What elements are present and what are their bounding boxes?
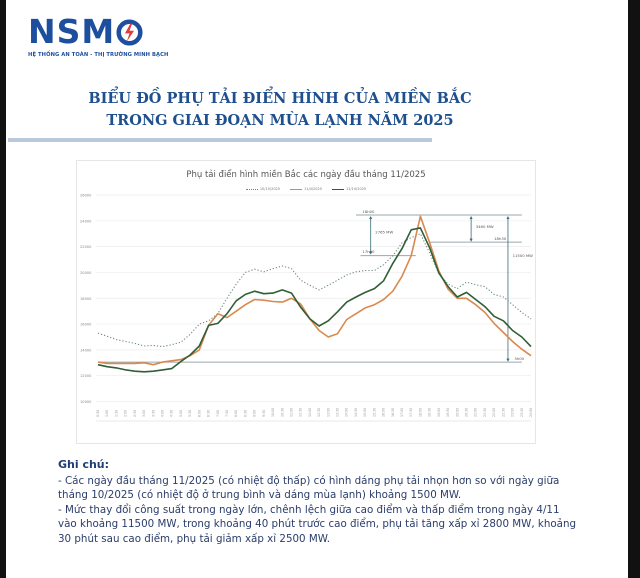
x-tick-label: 21:00 [474, 408, 478, 417]
x-tick-label: 18:30 [428, 408, 432, 417]
x-tick-label: 19:30 [446, 408, 450, 417]
y-tick-label: 10000 [80, 400, 92, 404]
series-line-0 [97, 233, 532, 348]
y-tick-label: 14000 [80, 348, 92, 352]
series-line-1 [97, 215, 532, 366]
x-tick-label: 15:30 [372, 408, 376, 417]
chart-title: Phụ tải điển hình miền Bắc các ngày đầu … [186, 170, 426, 180]
x-tick-label: 12:00 [308, 408, 312, 417]
legend-swatch [290, 188, 303, 190]
x-tick-label: 22:00 [492, 408, 496, 417]
x-tick-label: 4:30 [170, 410, 174, 417]
logo-tagline: HỆ THỐNG AN TOÀN - THỊ TRƯỜNG MINH BẠCH [28, 52, 169, 58]
title-divider [8, 138, 432, 142]
y-tick-label: 22000 [80, 245, 92, 249]
load-chart: 10000 12000 14000 16000 18000 20000 22000 24000… [80, 194, 534, 422]
nsmo-logo: NSM HỆ THỐNG AN TOÀN - THỊ TRƯỜNG MINH B… [28, 12, 169, 59]
lightning-logo-icon [116, 18, 143, 46]
x-tick-label: 24:00 [529, 408, 533, 417]
y-tick-label: 16000 [80, 323, 92, 327]
legend-item: 10/15/2025 [245, 187, 281, 191]
x-tick-label: 23:30 [520, 408, 524, 417]
x-tick-label: 15:00 [363, 408, 367, 417]
logo-text: NSM [28, 12, 116, 51]
legend-swatch [245, 188, 258, 190]
y-tick-label: 18000 [80, 297, 92, 301]
x-tick-label: 11:00 [289, 408, 293, 417]
x-tick-label: 17:30 [409, 408, 413, 417]
x-tick-label: 19:00 [437, 408, 441, 417]
x-tick-label: 18:00 [418, 408, 422, 417]
before-peak-time-label: 17h00 [362, 249, 375, 254]
peak-time-label: 18h00 [362, 209, 375, 214]
x-tick-label: 20:30 [465, 408, 469, 417]
y-tick-label: 20000 [80, 271, 92, 275]
note-item: - Các ngày đầu tháng 11/2025 (có nhiệt đ… [58, 474, 560, 502]
chart-legend: 10/15/2025 11/4/2025 11/10/2025 [77, 187, 535, 191]
title-line-1: BIỂU ĐỒ PHỤ TẢI ĐIỂN HÌNH CỦA MIỀN BẮC [88, 90, 472, 107]
x-tick-label: 8:30 [243, 410, 247, 417]
x-tick-label: 21:30 [483, 408, 487, 417]
x-tick-label: 1:30 [114, 410, 118, 417]
x-tick-label: 5:30 [188, 410, 192, 417]
x-tick-label: 4:00 [160, 410, 164, 417]
x-tick-label: 14:00 [345, 408, 349, 417]
x-tick-label: 16:30 [391, 408, 395, 417]
x-tick-label: 14:30 [354, 408, 358, 417]
x-tick-label: 2:30 [133, 410, 137, 417]
page-title: BIỂU ĐỒ PHỤ TẢI ĐIỂN HÌNH CỦA MIỀN BẮC T… [40, 88, 520, 132]
x-tick-label: 2:00 [124, 410, 128, 417]
x-tick-label: 10:00 [271, 408, 275, 417]
x-tick-label: 3:30 [151, 410, 155, 417]
x-tick-label: 9:00 [253, 410, 257, 417]
x-tick-label: 1:00 [105, 410, 109, 417]
x-tick-label: 9:30 [262, 410, 266, 417]
legend-label: 11/4/2025 [304, 187, 322, 191]
x-tick-label: 16:00 [382, 408, 386, 417]
note-heading: Ghi chú: [58, 458, 110, 471]
title-line-2: TRONG GIAI ĐOẠN MÙA LẠNH NĂM 2025 [106, 112, 454, 129]
x-tick-label: 3:00 [142, 410, 146, 417]
series-line-2 [97, 227, 532, 373]
x-tick-label: 6:30 [207, 410, 211, 417]
rise-label: 2765 MW [375, 230, 393, 235]
x-tick-label: 10:30 [280, 408, 284, 417]
legend-label: 10/15/2025 [259, 187, 281, 191]
x-tick-label: 8:00 [234, 410, 238, 417]
legend-swatch [331, 188, 344, 190]
after-peak-time-label: 18h30 [494, 236, 507, 241]
left-border [0, 0, 6, 578]
legend-item: 11/4/2025 [290, 187, 322, 191]
x-tick-label: 7:30 [225, 410, 229, 417]
x-tick-label: 23:00 [511, 408, 515, 417]
y-tick-label: 26000 [80, 194, 92, 198]
legend-item: 11/10/2025 [331, 187, 367, 191]
note-section: Ghi chú: - Các ngày đầu tháng 11/2025 (c… [58, 458, 578, 546]
x-tick-label: 22:30 [501, 408, 505, 417]
x-tick-label: 0:30 [96, 410, 100, 417]
x-tick-label: 17:00 [400, 408, 404, 417]
note-item: - Mức thay đổi công suất trong ngày lớn,… [58, 503, 577, 545]
x-tick-label: 11:30 [299, 408, 303, 417]
x-tick-label: 5:00 [179, 410, 183, 417]
x-tick-label: 13:30 [336, 408, 340, 417]
x-tick-label: 20:00 [455, 408, 459, 417]
fall-label: 3460 MW [476, 224, 494, 229]
range-label: 11500 MW [513, 253, 534, 258]
x-tick-label: 12:30 [317, 408, 321, 417]
y-tick-label: 12000 [80, 374, 92, 378]
legend-label: 11/10/2025 [345, 187, 367, 191]
chart-card: 10000 12000 14000 16000 18000 20000 22000 24000… [76, 160, 536, 444]
x-tick-label: 7:00 [216, 410, 220, 417]
x-tick-label: 6:00 [197, 410, 201, 417]
trough-time-label: 3h00 [514, 356, 524, 361]
x-tick-label: 13:00 [326, 408, 330, 417]
y-tick-label: 24000 [80, 219, 92, 223]
right-border [628, 0, 640, 578]
